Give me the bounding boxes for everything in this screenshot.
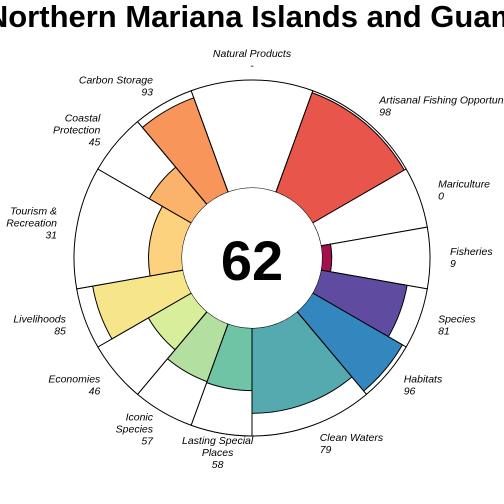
petal-label: Fisheries 9	[450, 246, 493, 270]
petal-fill	[320, 243, 333, 273]
petal-name: Carbon Storage	[79, 75, 153, 87]
petal-value: 98	[379, 106, 391, 118]
petal-name: Protection	[53, 125, 100, 137]
petal-label: Clean Waters 79	[320, 432, 384, 456]
petal-label: Carbon Storage 93	[79, 75, 153, 99]
petal-label: Artisanal Fishing Opportunities98	[378, 94, 504, 118]
petal-name: Fisheries	[450, 246, 493, 258]
petal-value: -	[250, 60, 254, 72]
center-score: 62	[221, 229, 283, 292]
petal-name: Species	[116, 424, 154, 436]
petal-label: Habitats 96	[404, 373, 443, 397]
petal-name: Species	[438, 314, 476, 326]
petal-value: 31	[45, 230, 57, 242]
petal-label: Species 81	[438, 314, 476, 338]
petal-value: 58	[212, 459, 224, 471]
petal-value: 79	[320, 444, 332, 456]
center-circle	[182, 188, 322, 328]
petal-name: Lasting Special	[182, 435, 254, 447]
petal-value: 0	[438, 190, 444, 202]
petal-name: Livelihoods	[13, 314, 66, 326]
petal-name: Habitats	[404, 373, 443, 385]
petal-name: Natural Products	[213, 48, 292, 60]
petal-name: Mariculture	[438, 178, 490, 190]
petals-group	[73, 79, 431, 437]
petal-label: Livelihoods 85	[13, 314, 66, 338]
petal-name: Coastal	[65, 113, 101, 125]
petal-value: 57	[141, 436, 154, 448]
petal-name: Iconic	[126, 412, 154, 424]
petal-name: Tourism &	[10, 206, 57, 218]
petal-value: 96	[404, 385, 416, 397]
petal-value: 45	[89, 137, 101, 149]
petal-label: Iconic Species 57	[116, 412, 155, 448]
petal-name: Artisanal Fishing Opportunities	[378, 94, 504, 106]
labels-group: Natural Products - Artisanal Fishing Oppor…	[6, 48, 504, 471]
petal-name: Clean Waters	[320, 432, 384, 444]
petal-label: Lasting Special Places 58	[182, 435, 254, 471]
petal-value: 85	[54, 326, 66, 338]
petal-value: 93	[141, 87, 153, 99]
petal-name: Economies	[48, 373, 101, 385]
petal-label: Tourism & Recreation 31	[6, 206, 57, 242]
petal-value: 81	[438, 326, 450, 338]
petal-name: Places	[202, 447, 234, 459]
petal-label: Coastal Protection 45	[53, 113, 101, 149]
petal-name: Recreation	[6, 218, 57, 230]
petal-value: 46	[89, 385, 101, 397]
petal-label: Economies 46	[48, 373, 101, 397]
petal-label: Natural Products -	[213, 48, 292, 72]
petal-label: Mariculture 0	[438, 178, 490, 202]
chart-title: Northern Mariana Islands and Guam	[0, 0, 504, 34]
petal-value: 9	[450, 258, 456, 270]
